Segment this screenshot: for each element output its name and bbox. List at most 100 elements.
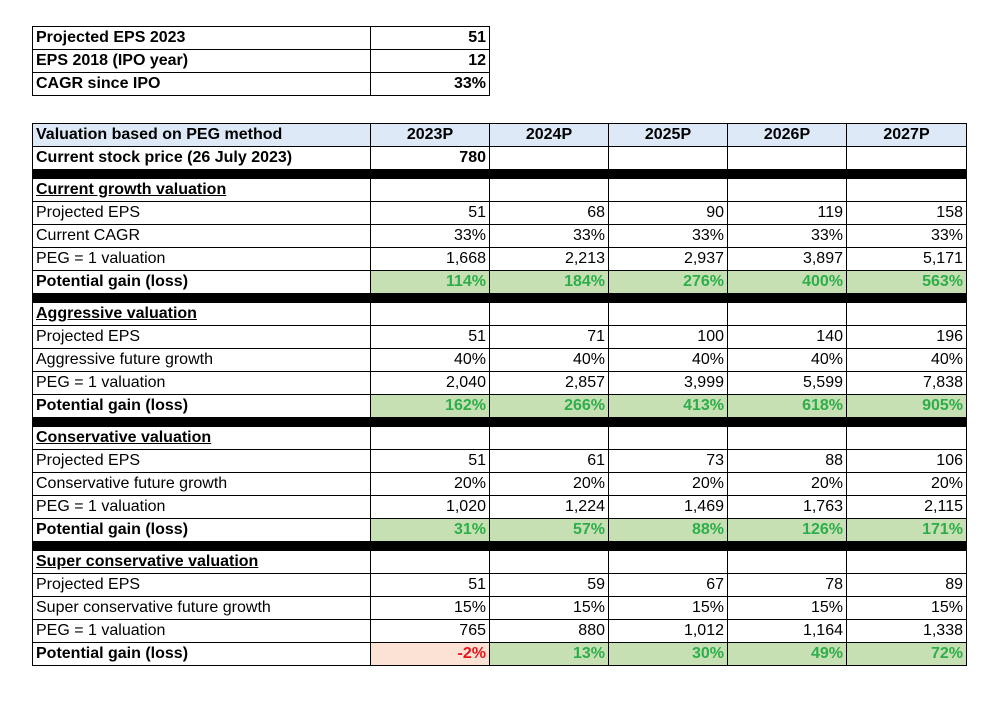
divider-cell (608, 541, 728, 551)
value-cell: 78 (727, 573, 847, 597)
value-cell: 73 (608, 449, 728, 473)
empty-cell (727, 146, 847, 170)
table-row: Projected EPS 51 59 67 78 89 (32, 573, 967, 597)
summary-value: 12 (370, 49, 490, 73)
value-cell: 40% (370, 348, 490, 372)
divider-cell (489, 417, 609, 427)
value-cell: 3,999 (608, 371, 728, 395)
value-cell: 880 (489, 619, 609, 643)
value-cell: 15% (727, 596, 847, 620)
empty-cell (846, 302, 967, 326)
value-cell: 40% (727, 348, 847, 372)
gain-cell: 413% (608, 394, 728, 418)
summary-value: 51 (370, 26, 490, 50)
gain-cell: 126% (727, 518, 847, 542)
value-cell: 33% (608, 224, 728, 248)
summary-row: EPS 2018 (IPO year) 12 (32, 49, 490, 73)
empty-cell (489, 550, 609, 574)
divider-cell (370, 293, 490, 303)
gain-cell: 905% (846, 394, 967, 418)
value-cell: 40% (608, 348, 728, 372)
summary-row: Projected EPS 2023 51 (32, 26, 490, 50)
empty-cell (846, 146, 967, 170)
value-cell: 7,838 (846, 371, 967, 395)
empty-cell (370, 550, 490, 574)
value-cell: 33% (489, 224, 609, 248)
value-cell: 59 (489, 573, 609, 597)
gain-cell: 31% (370, 518, 490, 542)
gain-cell: 184% (489, 270, 609, 294)
divider-cell (608, 169, 728, 179)
value-cell: 51 (370, 201, 490, 225)
table-row: Projected EPS 51 71 100 140 196 (32, 325, 967, 349)
gain-cell: 171% (846, 518, 967, 542)
empty-cell (608, 550, 728, 574)
value-cell: 158 (846, 201, 967, 225)
value-cell: 1,164 (727, 619, 847, 643)
value-cell: 106 (846, 449, 967, 473)
divider-cell (32, 293, 371, 303)
value-cell: 1,469 (608, 495, 728, 519)
table-row: PEG = 1 valuation 1,020 1,224 1,469 1,763 2,1… (32, 495, 967, 519)
value-cell: 33% (727, 224, 847, 248)
value-cell: 1,763 (727, 495, 847, 519)
sections-body: Current growth valuation Projected EPS 51 6… (32, 169, 967, 666)
summary-table: Projected EPS 2023 51 EPS 2018 (IPO year… (32, 26, 490, 96)
value-cell: 2,213 (489, 247, 609, 271)
value-cell: 20% (846, 472, 967, 496)
value-cell: 15% (846, 596, 967, 620)
empty-cell (370, 426, 490, 450)
empty-cell (846, 178, 967, 202)
value-cell: 40% (489, 348, 609, 372)
gain-cell: 114% (370, 270, 490, 294)
value-cell: 51 (370, 449, 490, 473)
value-cell: 100 (608, 325, 728, 349)
gain-label: Potential gain (loss) (32, 270, 371, 294)
value-cell: 1,338 (846, 619, 967, 643)
year-header: 2024P (489, 123, 609, 147)
divider-cell (489, 169, 609, 179)
table-row: Projected EPS 51 68 90 119 158 (32, 201, 967, 225)
divider-cell (608, 417, 728, 427)
divider-cell (32, 541, 371, 551)
empty-cell (846, 426, 967, 450)
divider-cell (727, 169, 847, 179)
empty-cell (727, 302, 847, 326)
value-cell: 2,040 (370, 371, 490, 395)
valuation-table: Valuation based on PEG method 2023P 2024… (32, 123, 967, 666)
year-header: 2025P (608, 123, 728, 147)
summary-label: CAGR since IPO (32, 72, 371, 96)
value-cell: 1,020 (370, 495, 490, 519)
row-label: Projected EPS (32, 449, 371, 473)
header-label: Valuation based on PEG method (32, 123, 371, 147)
value-cell: 68 (489, 201, 609, 225)
value-cell: 15% (608, 596, 728, 620)
gain-label: Potential gain (loss) (32, 642, 371, 666)
gain-cell: 276% (608, 270, 728, 294)
header-row: Valuation based on PEG method 2023P 2024… (32, 123, 967, 147)
table-row: PEG = 1 valuation 1,668 2,213 2,937 3,897 5,1… (32, 247, 967, 271)
value-cell: 51 (370, 573, 490, 597)
gain-cell: 618% (727, 394, 847, 418)
value-cell: 2,115 (846, 495, 967, 519)
gain-cell: 57% (489, 518, 609, 542)
value-cell: 15% (370, 596, 490, 620)
divider-cell (489, 293, 609, 303)
price-label: Current stock price (26 July 2023) (32, 146, 371, 170)
year-header: 2027P (846, 123, 967, 147)
table-row: PEG = 1 valuation 765 880 1,012 1,164 1,338 (32, 619, 967, 643)
row-label: Projected EPS (32, 325, 371, 349)
row-label: Projected EPS (32, 573, 371, 597)
empty-cell (846, 550, 967, 574)
row-label: PEG = 1 valuation (32, 495, 371, 519)
value-cell: 1,224 (489, 495, 609, 519)
summary-value: 33% (370, 72, 490, 96)
section-divider (32, 293, 967, 303)
price-value: 780 (370, 146, 490, 170)
table-row: Current CAGR 33% 33% 33% 33% 33% (32, 224, 967, 248)
empty-cell (608, 146, 728, 170)
row-label: Aggressive future growth (32, 348, 371, 372)
gain-cell: 72% (846, 642, 967, 666)
section-title-row: Conservative valuation (32, 426, 967, 450)
value-cell: 33% (846, 224, 967, 248)
